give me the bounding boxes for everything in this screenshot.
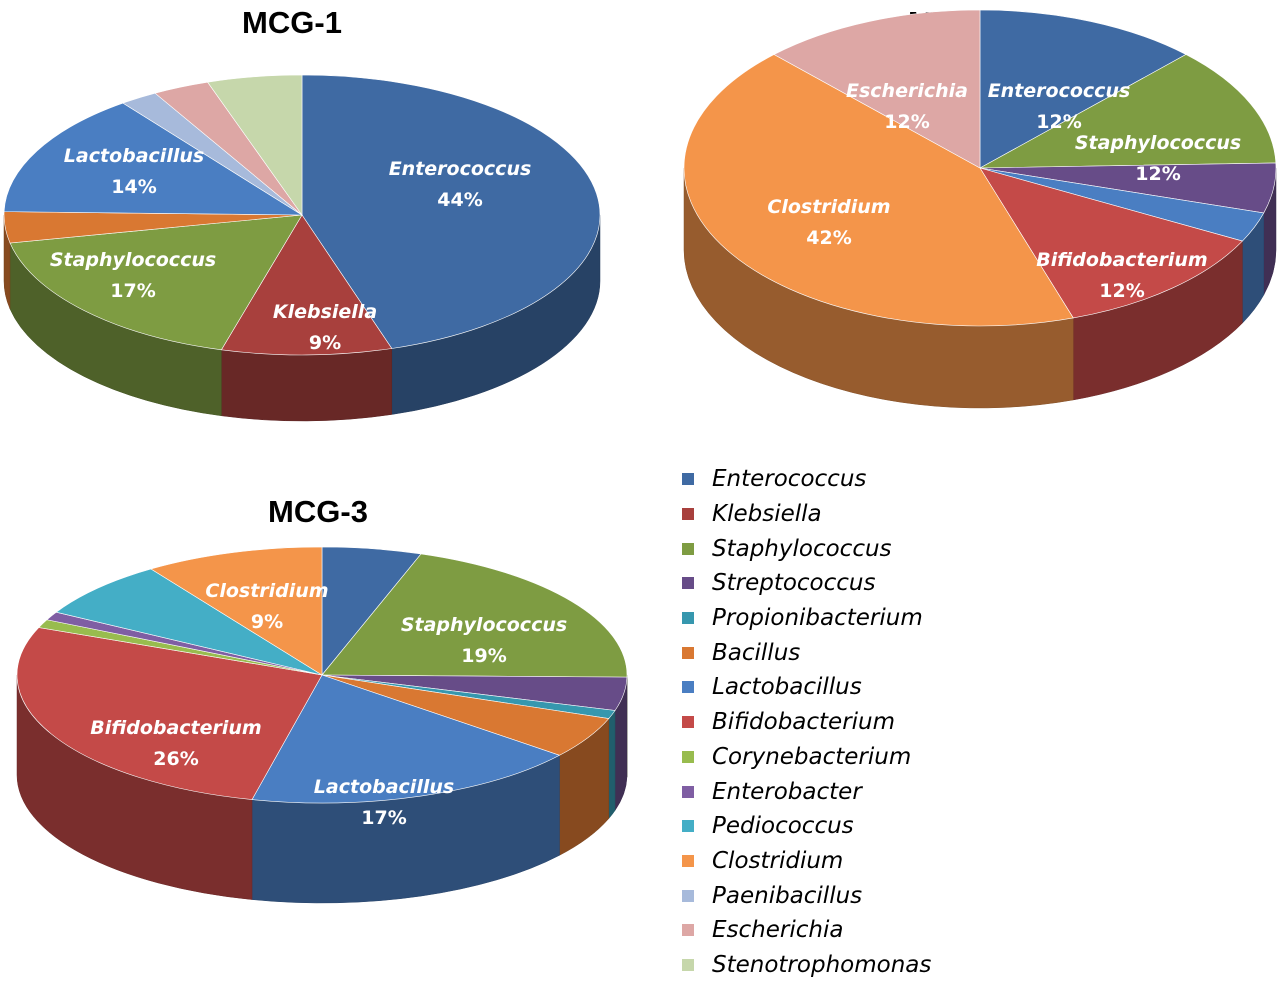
slice-label-klebsiella: Klebsiella bbox=[273, 301, 377, 323]
legend-item: Enterococcus bbox=[682, 462, 931, 497]
slice-label-escherichia: Escherichia bbox=[846, 80, 968, 102]
slice-percent-clostridium: 42% bbox=[806, 227, 851, 249]
legend-label: Escherichia bbox=[712, 917, 843, 943]
legend-swatch bbox=[682, 820, 694, 832]
legend-item: Pediococcus bbox=[682, 809, 931, 844]
legend-label: Bifidobacterium bbox=[712, 709, 895, 735]
legend-label: Lactobacillus bbox=[712, 674, 862, 700]
legend-swatch bbox=[682, 890, 694, 902]
legend-swatch bbox=[682, 543, 694, 555]
legend-item: Bacillus bbox=[682, 635, 931, 670]
legend-swatch bbox=[682, 751, 694, 763]
pie-side-klebsiella bbox=[221, 348, 391, 421]
slice-percent-enterococcus: 44% bbox=[437, 189, 482, 211]
legend-item: Paenibacillus bbox=[682, 878, 931, 913]
chart-title-mcg-1: MCG-1 bbox=[242, 5, 342, 40]
slice-label-lactobacillus: Lactobacillus bbox=[314, 776, 454, 798]
slice-percent-staphylococcus: 12% bbox=[1135, 163, 1180, 185]
legend-item: Lactobacillus bbox=[682, 670, 931, 705]
slice-label-clostridium: Clostridium bbox=[767, 196, 890, 218]
slice-label-staphylococcus: Staphylococcus bbox=[1075, 132, 1241, 154]
legend-label: Enterococcus bbox=[712, 466, 866, 492]
slice-percent-klebsiella: 9% bbox=[309, 332, 341, 354]
legend-label: Staphylococcus bbox=[712, 536, 892, 562]
slice-percent-staphylococcus: 19% bbox=[461, 645, 506, 667]
legend-item: Clostridium bbox=[682, 844, 931, 879]
slice-label-enterococcus: Enterococcus bbox=[988, 80, 1131, 102]
legend-label: Paenibacillus bbox=[712, 883, 862, 909]
legend-label: Stenotrophomonas bbox=[712, 952, 931, 978]
chart-title-mcg-3: MCG-3 bbox=[268, 494, 368, 529]
slice-label-enterococcus: Enterococcus bbox=[389, 158, 532, 180]
legend-swatch bbox=[682, 577, 694, 589]
legend-item: Corynebacterium bbox=[682, 740, 931, 775]
legend-label: Streptococcus bbox=[712, 570, 875, 596]
slice-label-bifidobacterium: Bifidobacterium bbox=[1036, 249, 1207, 271]
legend-item: Streptococcus bbox=[682, 566, 931, 601]
legend-swatch bbox=[682, 508, 694, 520]
pie-chart-mcg-1: Enterococcus 44% Klebsiella 9% Staphylococcu… bbox=[4, 75, 600, 421]
legend-label: Klebsiella bbox=[712, 501, 822, 527]
legend-swatch bbox=[682, 473, 694, 485]
pie-chart-mcg-2: Enterococcus12%Staphylococcus12%Bifidoba… bbox=[684, 10, 1276, 408]
slice-percent-staphylococcus: 17% bbox=[110, 280, 155, 302]
legend-item: Klebsiella bbox=[682, 497, 931, 532]
slice-percent-escherichia: 12% bbox=[884, 111, 929, 133]
legend-label: Bacillus bbox=[712, 640, 800, 666]
legend-swatch bbox=[682, 855, 694, 867]
slice-percent-lactobacillus: 17% bbox=[361, 807, 406, 829]
legend-item: Propionibacterium bbox=[682, 601, 931, 636]
legend-label: Enterobacter bbox=[712, 779, 862, 805]
slice-label-bifidobacterium: Bifidobacterium bbox=[90, 717, 261, 739]
legend-swatch bbox=[682, 959, 694, 971]
legend-swatch bbox=[682, 924, 694, 936]
slice-label-staphylococcus: Staphylococcus bbox=[401, 614, 567, 636]
slice-percent-enterococcus: 12% bbox=[1036, 111, 1081, 133]
legend-swatch bbox=[682, 716, 694, 728]
slice-percent-bifidobacterium: 12% bbox=[1099, 280, 1144, 302]
slice-percent-bifidobacterium: 26% bbox=[153, 748, 198, 770]
legend-item: Enterobacter bbox=[682, 774, 931, 809]
legend-item: Staphylococcus bbox=[682, 531, 931, 566]
legend-label: Propionibacterium bbox=[712, 605, 923, 631]
slice-percent-lactobacillus: 14% bbox=[111, 176, 156, 198]
pie-top bbox=[684, 10, 1276, 326]
legend-swatch bbox=[682, 681, 694, 693]
slice-label-clostridium: Clostridium bbox=[205, 580, 328, 602]
slice-label-staphylococcus: Staphylococcus bbox=[50, 249, 216, 271]
slice-percent-clostridium: 9% bbox=[251, 611, 283, 633]
legend-item: Bifidobacterium bbox=[682, 705, 931, 740]
pie-chart-mcg-3: Staphylococcus 19% Lactobacillus 17% Bifidob… bbox=[17, 547, 627, 903]
legend-swatch bbox=[682, 786, 694, 798]
legend-label: Corynebacterium bbox=[712, 744, 911, 770]
legend: Enterococcus Klebsiella Staphylococcus S… bbox=[682, 462, 931, 982]
slice-label-lactobacillus: Lactobacillus bbox=[64, 145, 204, 167]
legend-swatch bbox=[682, 647, 694, 659]
legend-label: Pediococcus bbox=[712, 813, 854, 839]
pie-side-propionibacterium bbox=[609, 711, 615, 819]
legend-label: Clostridium bbox=[712, 848, 843, 874]
legend-item: Escherichia bbox=[682, 913, 931, 948]
legend-swatch bbox=[682, 612, 694, 624]
legend-item: Stenotrophomonas bbox=[682, 948, 931, 982]
